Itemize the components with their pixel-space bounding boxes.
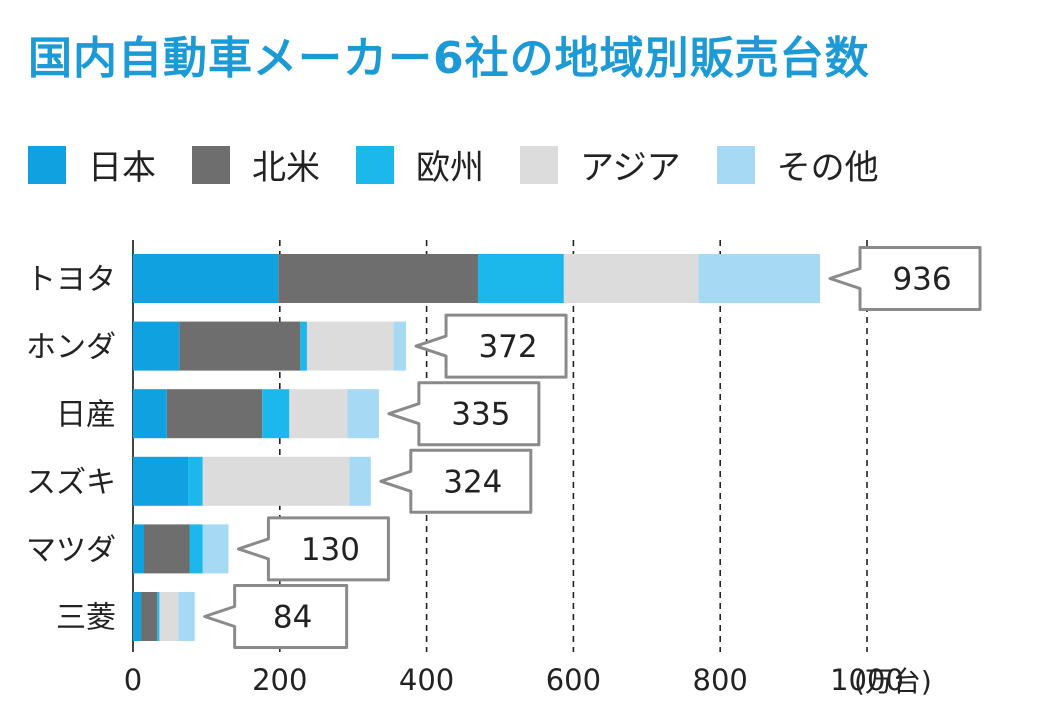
total-value-label: 936 (892, 262, 951, 298)
legend-label-other: その他 (776, 148, 879, 188)
bar-segment (262, 389, 290, 439)
total-value-label: 335 (451, 397, 510, 433)
x-axis-unit: (万台) (854, 665, 932, 698)
bar-segment (179, 321, 301, 371)
bar-segment (563, 254, 699, 303)
bar-segment (144, 524, 190, 574)
x-tick-label: 400 (399, 663, 454, 697)
bar-segment (157, 592, 160, 641)
legend-item-europe: 欧州 (356, 140, 484, 189)
bar-segment (141, 592, 158, 641)
bar-segment (133, 321, 180, 371)
bar-segment (289, 389, 348, 439)
bar-segment (133, 389, 167, 439)
total-callout (236, 516, 390, 582)
bar-segment (278, 254, 478, 303)
bar-segment (159, 592, 179, 641)
total-value-label: 84 (273, 600, 312, 636)
legend-swatch-asia (520, 145, 558, 184)
category-label: 三菱 (56, 601, 116, 636)
total-callout (414, 313, 568, 379)
total-value-label: 324 (443, 464, 502, 500)
bar-segment (133, 456, 189, 506)
bar-segment (189, 524, 203, 574)
legend-swatch-europe (356, 145, 394, 184)
legend-label-asia: アジア (580, 148, 681, 188)
bar-segment (202, 524, 229, 574)
category-label: マツダ (26, 533, 116, 568)
legend-swatch-other (716, 145, 755, 184)
legend-item-asia: アジア (520, 140, 681, 189)
bar-segment (300, 321, 307, 371)
legend-label-north-america: 北米 (252, 148, 320, 188)
legend-item-japan: 日本 (28, 140, 156, 189)
bar-segment (347, 389, 379, 439)
total-value-label: 130 (301, 532, 360, 568)
bar-segment (178, 592, 195, 641)
category-label: トヨタ (26, 263, 116, 298)
category-label: スズキ (26, 465, 116, 500)
legend: 日本 北米 欧州 アジア その他 (28, 140, 915, 189)
x-tick-label: 200 (252, 663, 307, 697)
x-tick-label: 1000 (830, 663, 904, 697)
bar-segment (202, 456, 350, 506)
bar-segment (349, 456, 371, 506)
total-callout (379, 448, 533, 514)
bar-segment (133, 524, 145, 574)
bar-segment (698, 254, 821, 303)
chart-title: 国内自動車メーカー6社の地域別販売台数 (28, 33, 870, 84)
legend-item-other: その他 (716, 140, 879, 189)
bar-segment (166, 389, 263, 439)
total-callout (828, 246, 982, 311)
bar-segment (306, 321, 394, 371)
bar-segment (133, 592, 142, 641)
total-value-label: 372 (478, 329, 537, 365)
legend-label-europe: 欧州 (416, 148, 484, 188)
legend-swatch-north-america (192, 145, 230, 184)
bar-segment (133, 254, 279, 303)
x-tick-label: 800 (693, 663, 748, 697)
x-tick-label: 0 (124, 663, 142, 697)
category-label: 日産 (56, 398, 116, 433)
bar-segment (393, 321, 407, 371)
legend-label-japan: 日本 (88, 148, 156, 188)
category-label: ホンダ (26, 330, 116, 365)
bar-segment (188, 456, 203, 506)
legend-swatch-japan (28, 145, 66, 184)
bar-segment (477, 254, 564, 303)
legend-item-north-america: 北米 (192, 140, 320, 189)
x-tick-label: 600 (546, 663, 601, 697)
total-callout (203, 584, 349, 649)
total-callout (387, 381, 541, 447)
